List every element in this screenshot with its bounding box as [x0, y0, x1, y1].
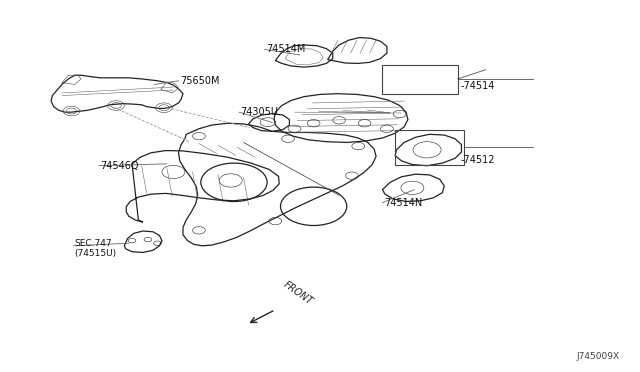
Text: 75650M: 75650M	[180, 76, 220, 86]
Text: FRONT: FRONT	[282, 279, 315, 307]
Bar	[395, 129, 464, 164]
Text: -74512: -74512	[460, 155, 495, 165]
Text: SEC.747
(74515U): SEC.747 (74515U)	[75, 239, 116, 259]
Text: 74305U: 74305U	[241, 107, 278, 117]
Bar	[383, 65, 458, 94]
Text: -74514: -74514	[460, 81, 495, 91]
Text: J745009X: J745009X	[577, 352, 620, 361]
Text: 74514N: 74514N	[384, 198, 422, 208]
Text: 74546Q: 74546Q	[100, 161, 139, 171]
Text: 74514M: 74514M	[266, 44, 305, 54]
